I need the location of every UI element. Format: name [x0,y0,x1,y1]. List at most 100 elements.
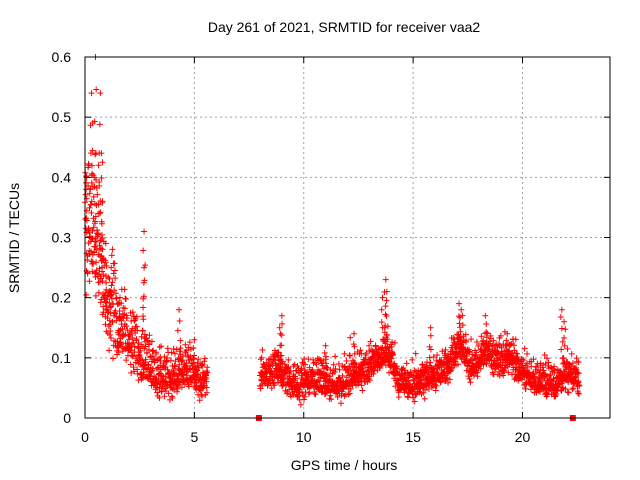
data-point [103,286,110,293]
data-point [409,356,416,363]
y-tick-label: 0 [63,410,71,426]
data-point [175,356,182,363]
data-point [129,325,136,332]
data-point [560,354,567,361]
data-point [483,329,490,336]
data-point [90,224,97,231]
data-point [134,366,141,373]
data-point [278,320,285,327]
data-point [427,346,434,353]
data-point [271,382,278,389]
data-point [85,162,92,169]
data-point [306,364,313,371]
data-point [154,389,161,396]
data-point [533,364,540,371]
data-point [336,366,343,373]
data-point [292,375,299,382]
data-point [287,368,294,375]
data-point [389,351,396,358]
data-point [455,313,462,320]
data-point [91,118,98,125]
data-point [572,374,579,381]
data-point [298,365,305,372]
data-point [379,294,386,301]
data-point [322,371,329,378]
data-point [97,90,104,97]
y-tick-label: 0.5 [52,109,72,125]
data-point [434,352,441,359]
data-point [335,360,342,367]
data-point [481,351,488,358]
data-point [512,336,519,343]
data-point [574,369,581,376]
data-point [339,372,346,379]
data-point [199,385,206,392]
data-point [480,337,487,344]
y-tick-label: 0.6 [52,49,72,65]
data-point [378,349,385,356]
data-point [83,291,90,298]
data-point [504,348,511,355]
data-point [95,230,102,237]
data-point [378,306,385,313]
data-point [451,336,458,343]
data-point [152,357,159,364]
data-point [126,336,133,343]
x-tick-label: 0 [81,429,89,445]
data-point [116,340,123,347]
data-point [458,355,465,362]
data-point [178,384,185,391]
x-axis-label: GPS time / hours [291,457,398,473]
data-point [445,379,452,386]
data-point [92,213,99,220]
data-point [474,373,481,380]
data-point [106,304,113,311]
data-point [93,246,100,253]
data-point [111,267,118,274]
data-point [469,351,476,358]
data-point [108,282,115,289]
data-point [546,373,553,380]
data-point [558,325,565,332]
data-point [117,294,123,301]
data-point [284,365,291,372]
data-point [94,191,101,198]
data-point [130,352,137,359]
data-point [484,330,491,337]
data-point [367,338,374,345]
data-point [141,277,148,284]
data-point [98,245,105,252]
data-point [83,186,90,193]
data-point [89,251,96,258]
data-point [458,306,465,313]
data-point [133,323,140,330]
data-point [87,201,94,208]
data-point [82,191,89,198]
data-point [500,372,507,379]
data-point [116,315,123,322]
data-point [327,366,334,373]
data-point [357,347,364,354]
data-point [426,354,433,361]
data-point [137,347,144,354]
data-point [331,369,338,376]
data-point [432,387,439,394]
data-point [462,331,469,338]
data-point [128,369,135,376]
data-point [321,349,328,356]
data-point [351,343,358,350]
data-point [106,275,113,282]
data-point [258,354,265,361]
data-point [466,348,473,355]
data-point [92,270,99,277]
data-point [107,288,114,295]
data-point [277,330,284,337]
data-point [302,361,309,368]
data-point [328,396,335,403]
data-point [389,339,396,346]
data-point [433,357,440,364]
data-point [569,360,576,367]
data-point [143,366,150,373]
data-point [177,345,184,352]
data-point [112,275,119,282]
